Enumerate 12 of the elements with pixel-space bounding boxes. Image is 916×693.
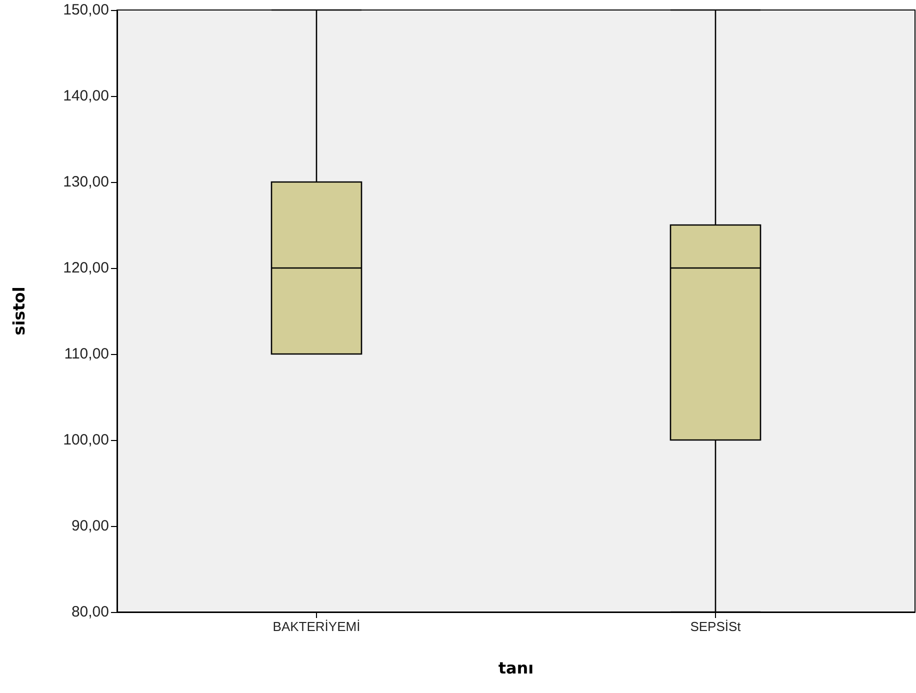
y-tick-label: 110,00: [64, 346, 109, 362]
y-tick-label: 140,00: [63, 88, 109, 104]
y-axis-title: sistol: [10, 286, 28, 336]
y-tick-label: 150,00: [63, 2, 109, 18]
y-tick-label: 100,00: [63, 432, 109, 448]
x-tick-label: SEPSİSt: [690, 619, 742, 634]
y-tick-label: 90,00: [71, 518, 109, 534]
y-tick-label: 120,00: [63, 260, 109, 276]
x-axis-title: tanı: [498, 658, 534, 678]
x-tick-label: BAKTERİYEMİ: [272, 619, 360, 634]
y-tick-label: 130,00: [63, 174, 109, 190]
y-tick-label: 80,00: [71, 604, 109, 620]
